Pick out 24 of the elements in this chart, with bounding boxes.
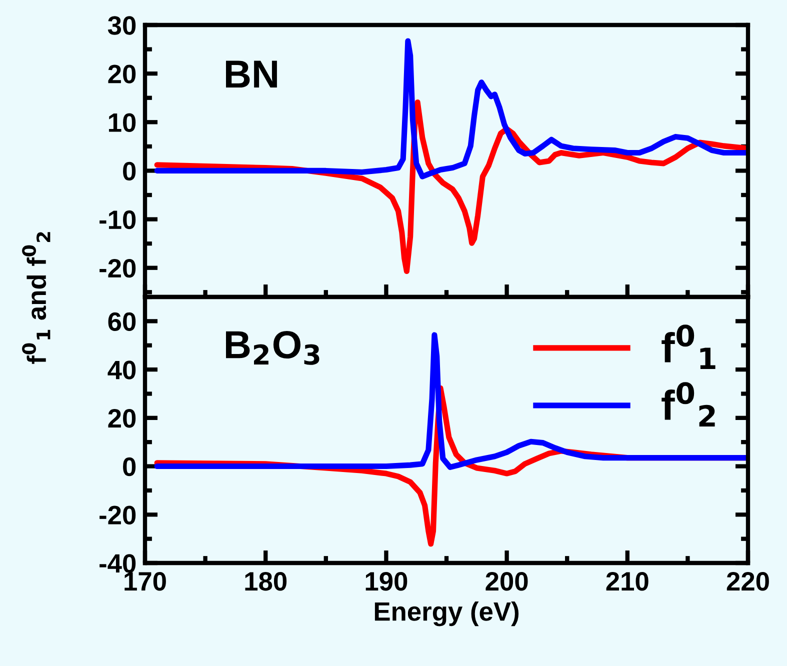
legend-label: f$^{0}$$_{1}$ <box>662 324 716 370</box>
y-tick-label: 20 <box>108 409 136 428</box>
y-axis-title: f$^{0}$$_{1}$ and f$^{0}$$_{2}$ <box>22 232 50 364</box>
y-tick-label: 40 <box>108 360 136 380</box>
x-tick-label: 180 <box>245 572 287 591</box>
y-tick-label: -40 <box>100 554 136 573</box>
x-tick-label: 220 <box>726 572 769 591</box>
y-tick-label: 10 <box>108 113 136 132</box>
y-tick-label: -20 <box>100 506 136 524</box>
y-tick-label: -10 <box>100 210 136 230</box>
y-tick-label: 0 <box>123 457 136 476</box>
y-tick-label: 20 <box>108 64 136 84</box>
y-tick-label: 30 <box>108 16 136 35</box>
x-tick-label: 200 <box>486 572 528 591</box>
annotation: BN <box>226 60 277 88</box>
y-tick-label: -20 <box>100 258 136 278</box>
x-tick-label: 190 <box>366 572 408 591</box>
y-tick-label: 60 <box>108 312 136 332</box>
legend-label: f$^{0}$$_{2}$ <box>662 382 715 427</box>
x-tick-label: 170 <box>124 572 166 591</box>
x-axis-title: Energy (eV) <box>374 601 519 626</box>
y-tick-label: 0 <box>123 162 136 181</box>
annotation: B$_{2}$O$_{3}$ <box>226 330 320 365</box>
x-tick-label: 210 <box>606 572 648 591</box>
